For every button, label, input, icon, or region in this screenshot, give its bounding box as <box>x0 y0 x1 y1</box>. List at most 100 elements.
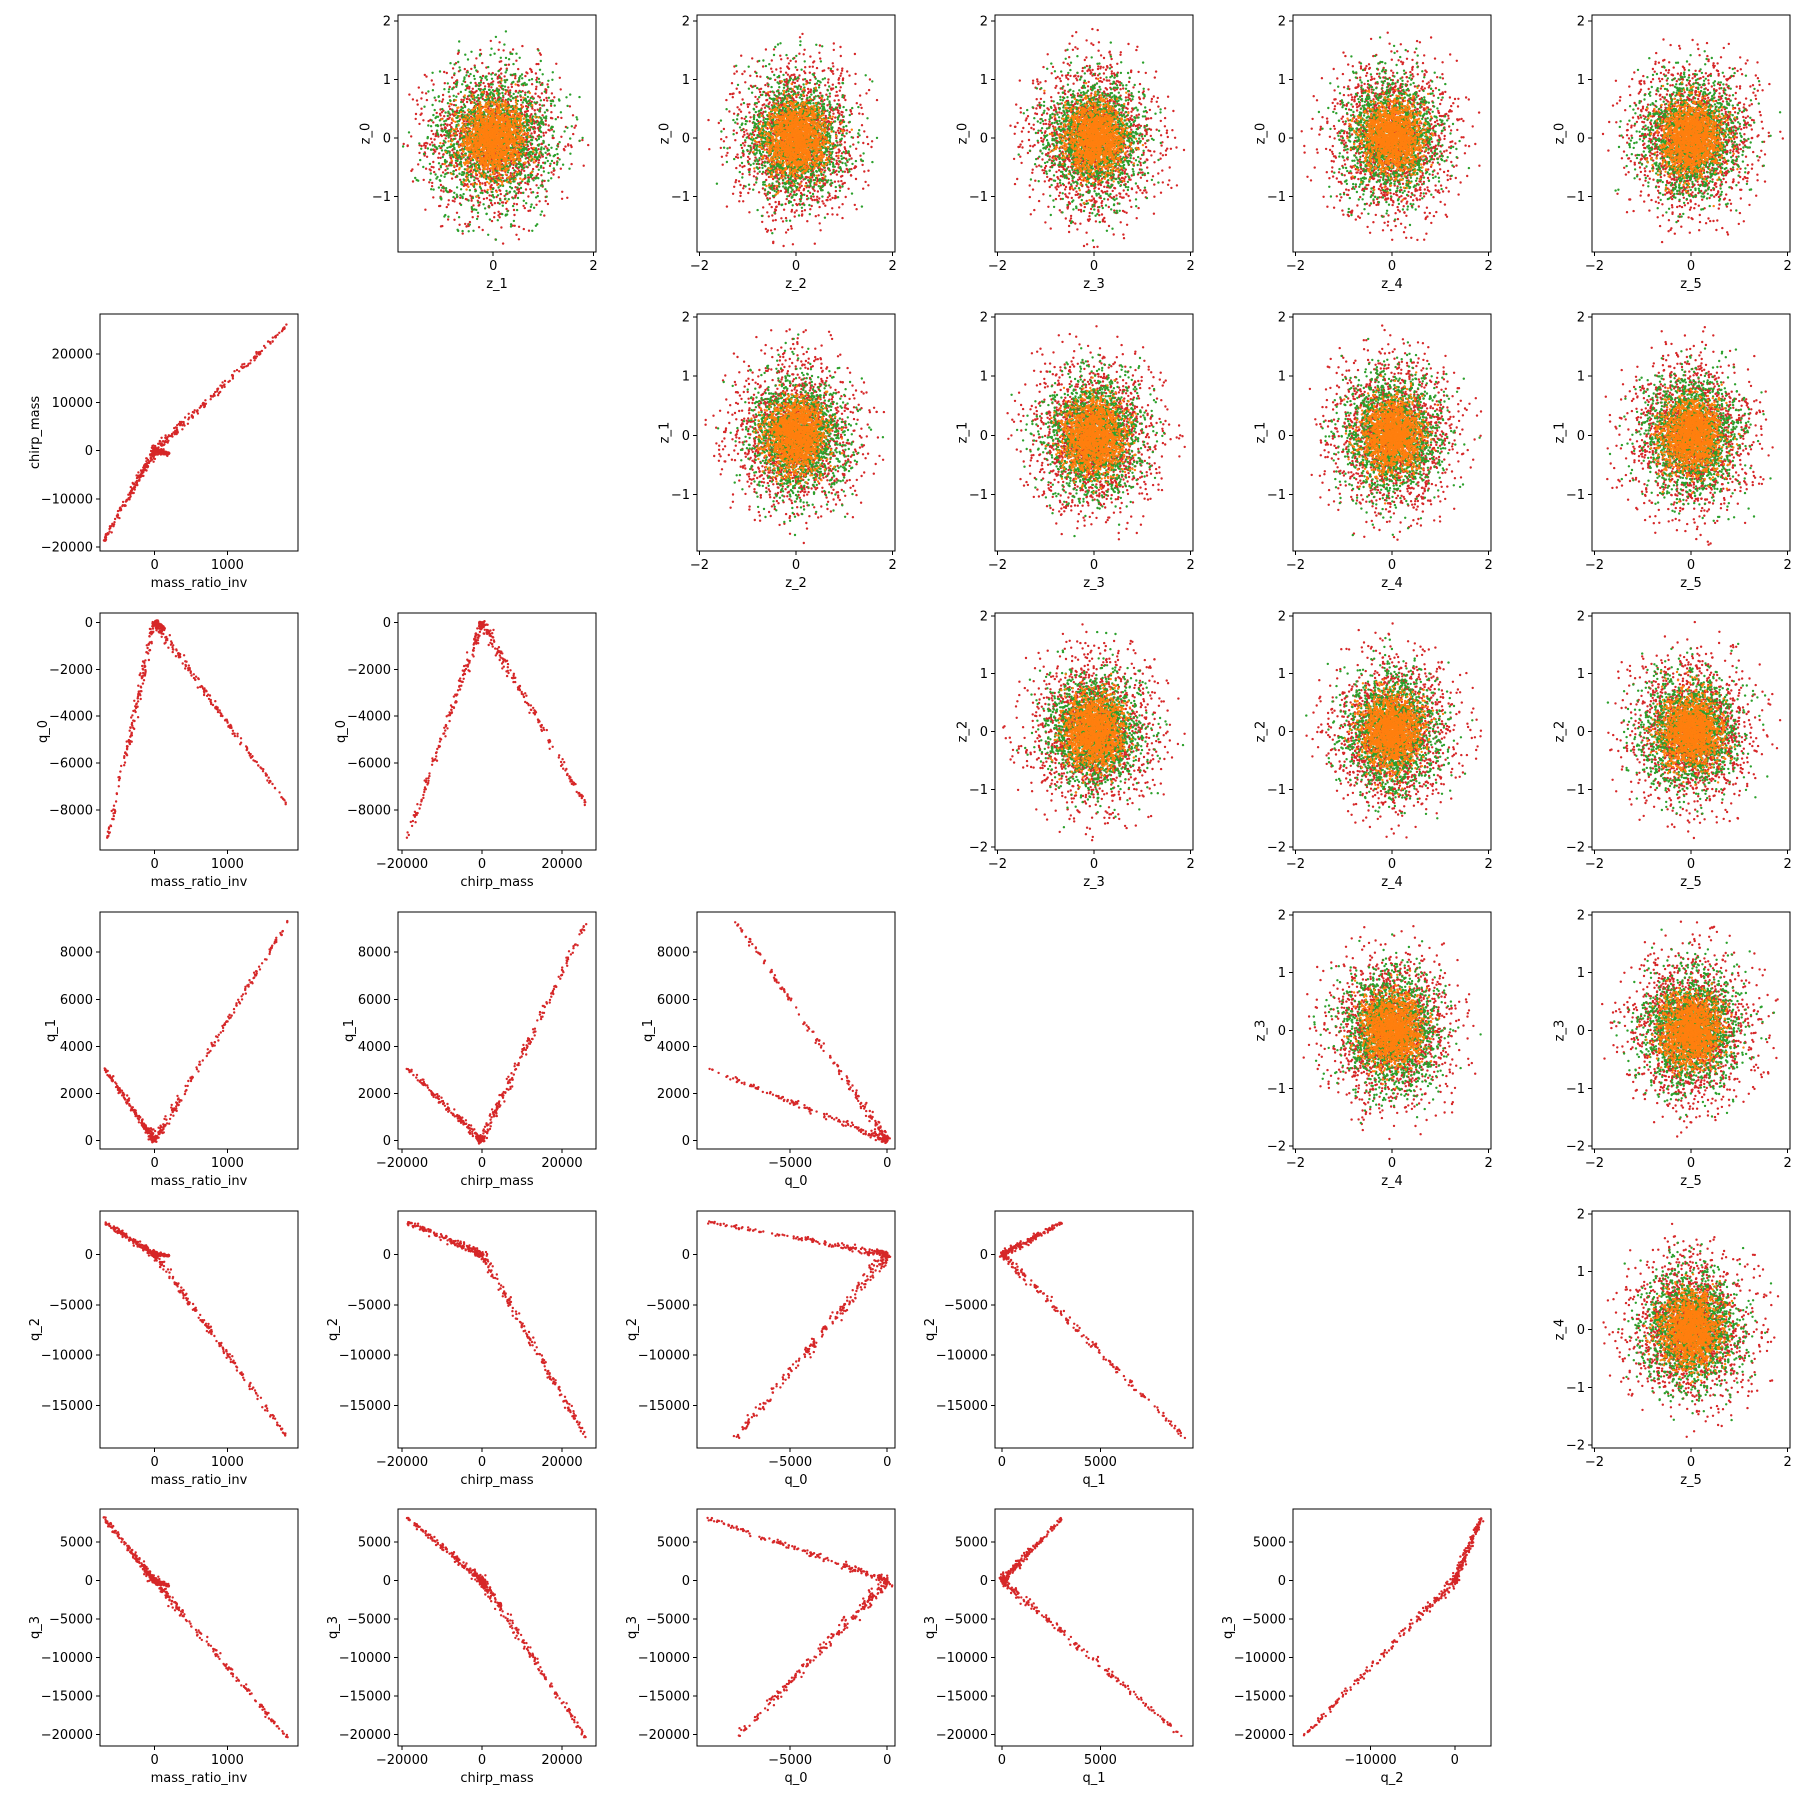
point <box>746 133 748 135</box>
point <box>525 157 527 159</box>
point <box>506 69 508 71</box>
point <box>461 143 463 145</box>
point <box>550 177 552 179</box>
point <box>501 166 503 168</box>
point <box>473 75 475 77</box>
point <box>457 124 459 126</box>
point <box>517 135 519 137</box>
point <box>523 228 525 230</box>
point <box>512 205 514 207</box>
y-tick-label: 1 <box>383 73 391 88</box>
point <box>467 116 469 118</box>
point <box>810 91 812 93</box>
point <box>535 196 537 198</box>
point <box>457 157 459 159</box>
point <box>541 114 543 116</box>
point <box>569 137 571 139</box>
point <box>440 184 442 186</box>
point <box>460 163 462 165</box>
point <box>507 171 509 173</box>
point <box>490 128 492 130</box>
point <box>441 187 443 189</box>
point <box>472 113 474 115</box>
point <box>861 164 863 166</box>
point <box>569 153 571 155</box>
point <box>476 183 478 185</box>
point <box>476 96 478 98</box>
point <box>513 203 515 205</box>
point <box>548 124 550 126</box>
point <box>467 128 469 130</box>
point <box>432 83 434 85</box>
point <box>468 86 470 88</box>
point <box>442 190 444 192</box>
point <box>741 147 743 149</box>
point <box>460 91 462 93</box>
point <box>762 206 764 208</box>
point <box>495 239 497 241</box>
point <box>441 163 443 165</box>
point <box>508 116 510 118</box>
point <box>498 89 500 91</box>
point <box>521 83 523 85</box>
point <box>479 49 481 51</box>
point <box>443 163 445 165</box>
point <box>457 93 459 95</box>
point <box>517 68 519 70</box>
point <box>806 94 808 96</box>
point <box>441 101 443 103</box>
point <box>441 118 443 120</box>
point <box>800 86 802 88</box>
point <box>456 212 458 214</box>
point <box>538 136 540 138</box>
point <box>491 120 493 122</box>
point <box>478 117 480 119</box>
point <box>529 118 531 120</box>
point <box>475 69 477 71</box>
point <box>492 173 494 175</box>
point <box>448 105 450 107</box>
point <box>546 99 548 101</box>
point <box>544 145 546 147</box>
point <box>492 80 494 82</box>
point <box>456 117 458 119</box>
point <box>543 214 545 216</box>
point <box>469 195 471 197</box>
point <box>512 63 514 65</box>
point <box>512 81 514 83</box>
point <box>518 166 520 168</box>
point <box>466 225 468 227</box>
point <box>489 173 491 175</box>
point <box>546 153 548 155</box>
point <box>827 67 829 69</box>
point <box>505 71 507 73</box>
point <box>538 138 540 140</box>
point <box>547 160 549 162</box>
point <box>722 164 724 166</box>
point <box>504 64 506 66</box>
point <box>520 187 522 189</box>
point <box>426 99 428 101</box>
point <box>863 130 865 132</box>
point <box>564 145 566 147</box>
point <box>500 79 502 81</box>
point <box>556 153 558 155</box>
point <box>490 83 492 85</box>
point <box>402 145 404 147</box>
point <box>430 125 432 127</box>
point <box>556 163 558 165</box>
point <box>454 121 456 123</box>
point <box>512 119 514 121</box>
point <box>501 181 503 183</box>
point <box>854 73 856 75</box>
point <box>461 195 463 197</box>
point <box>521 45 523 47</box>
point <box>419 114 421 116</box>
point <box>496 117 498 119</box>
point <box>456 165 458 167</box>
point <box>472 88 474 90</box>
point <box>826 213 828 215</box>
point <box>431 119 433 121</box>
point <box>441 130 443 132</box>
point <box>519 57 521 59</box>
